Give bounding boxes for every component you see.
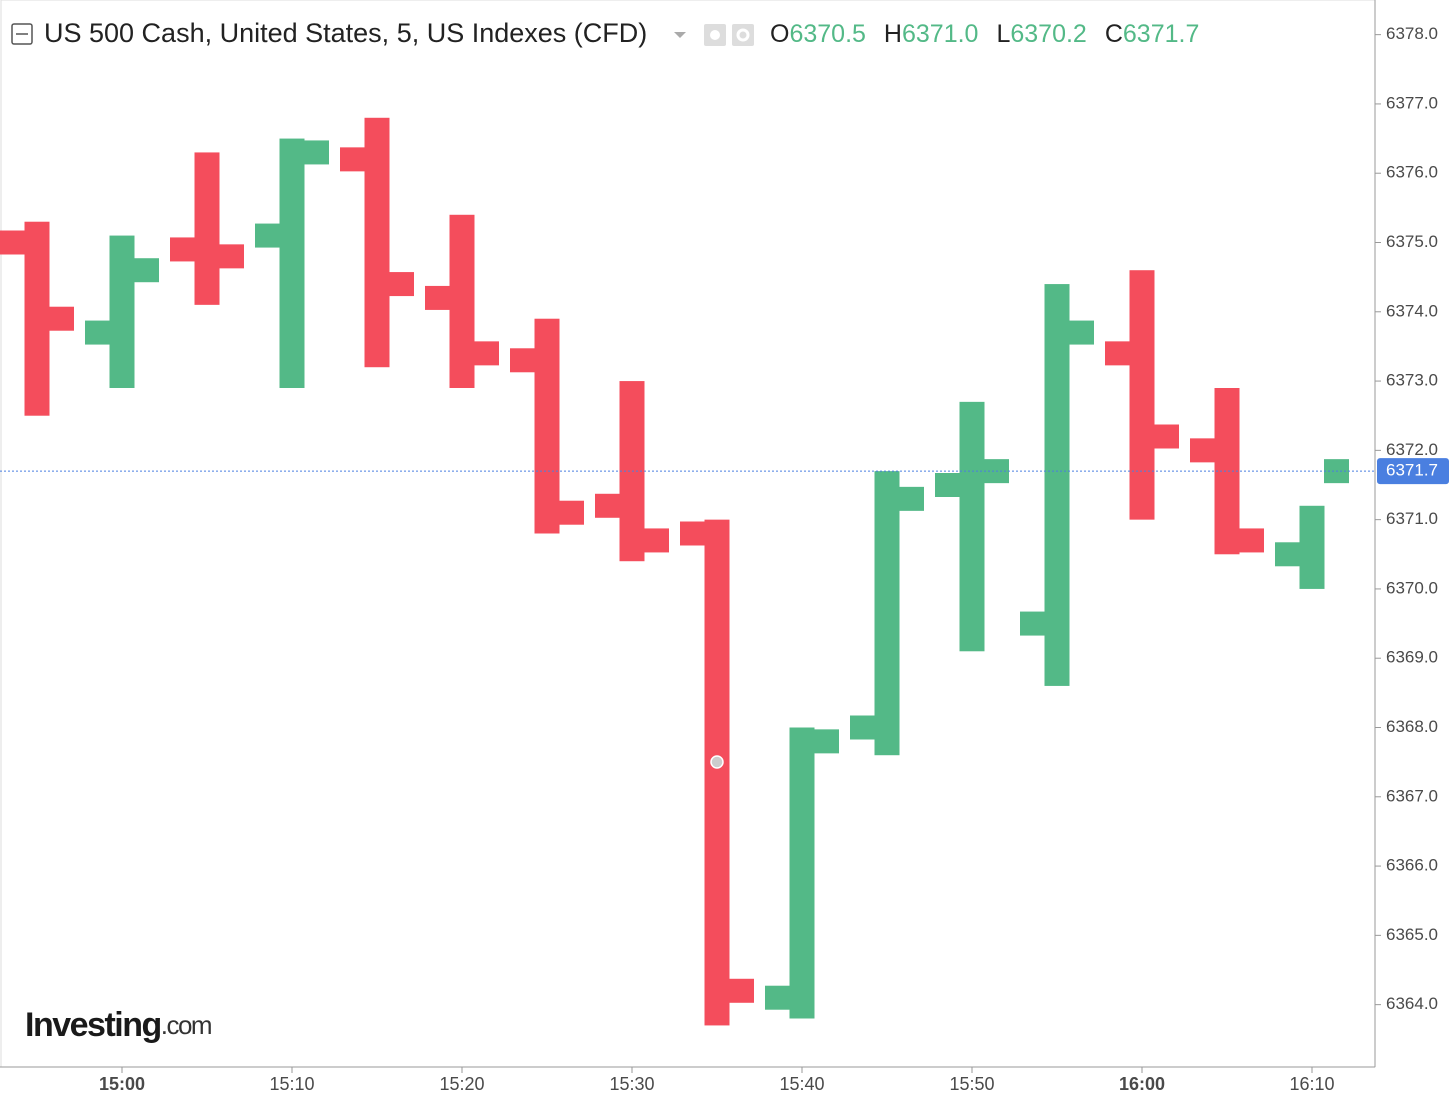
bar-stem — [24, 221, 50, 416]
dropdown-arrow[interactable] — [674, 32, 686, 38]
y-tick-label: 6377.0 — [1386, 93, 1438, 112]
bar-open — [340, 147, 365, 172]
bar-stem — [1299, 505, 1325, 589]
bar-stem — [1214, 388, 1240, 555]
bar-open — [510, 348, 535, 373]
y-tick-label: 6365.0 — [1386, 925, 1438, 944]
bar-open — [1105, 341, 1130, 366]
bar-close — [304, 140, 329, 165]
y-tick-label: 6375.0 — [1386, 232, 1438, 251]
y-tick-label: 6369.0 — [1386, 648, 1438, 667]
x-tick-label: 15:30 — [609, 1074, 654, 1094]
bar-stem — [194, 152, 220, 305]
bar-stem — [704, 519, 730, 1026]
bar-stem — [364, 117, 390, 368]
bar-close — [729, 978, 754, 1003]
bar-close — [899, 486, 924, 511]
bar-open — [170, 237, 195, 262]
bar-stem — [449, 214, 475, 388]
ohlc-label: C — [1105, 20, 1123, 48]
y-tick-label: 6374.0 — [1386, 301, 1438, 320]
bar-close — [474, 341, 499, 366]
y-tick-label: 6367.0 — [1386, 786, 1438, 805]
eye-icon — [710, 30, 720, 40]
bar-open — [1190, 438, 1215, 463]
bar-close — [814, 729, 839, 754]
watermark-brand: Investing — [25, 1006, 161, 1044]
bar-open — [255, 223, 280, 248]
y-tick-label: 6376.0 — [1386, 163, 1438, 182]
gear-icon — [736, 28, 750, 42]
bar-close — [219, 244, 244, 269]
ohlc-readout: O6370.5 H6371.0 L6370.2 C6371.7 — [770, 20, 1199, 48]
bar-close — [559, 500, 584, 525]
bar-close — [644, 528, 669, 553]
y-tick-label: 6368.0 — [1386, 717, 1438, 736]
bar-close — [1069, 320, 1094, 345]
bar-stem — [789, 727, 815, 1019]
x-tick-label: 16:10 — [1289, 1074, 1334, 1094]
bar-stem — [874, 471, 900, 756]
y-tick-label: 6378.0 — [1386, 24, 1438, 43]
ohlc-label: O — [770, 20, 789, 48]
bar-open — [935, 473, 960, 497]
bar-close — [1154, 424, 1179, 449]
cursor-dot — [710, 755, 724, 769]
bar-stem — [279, 138, 305, 388]
x-tick-label: 16:00 — [1119, 1074, 1165, 1094]
ohlc-label: L — [996, 20, 1010, 48]
last-price-label: 6371.7 — [1386, 461, 1438, 480]
y-tick-label: 6371.0 — [1386, 509, 1438, 528]
bar-stem — [959, 401, 985, 652]
ohlc-label: H — [884, 20, 902, 48]
chart-title: US 500 Cash, United States, 5, US Indexe… — [44, 18, 647, 48]
bar-open — [1275, 542, 1300, 567]
x-tick-label: 15:00 — [99, 1074, 145, 1094]
bar-stem — [1044, 284, 1070, 686]
x-tick-label: 15:20 — [439, 1074, 484, 1094]
bar-stem — [109, 235, 135, 388]
bar-open — [765, 985, 790, 1010]
bar-open — [850, 715, 875, 740]
bar-open — [1020, 611, 1045, 636]
y-tick-label: 6366.0 — [1386, 856, 1438, 875]
y-tick-label: 6373.0 — [1386, 371, 1438, 390]
watermark: Investing.com — [25, 1006, 211, 1044]
ohlc-value: 6370.5 — [789, 20, 865, 48]
y-tick-label: 6370.0 — [1386, 578, 1438, 597]
bar-open — [0, 230, 25, 255]
ohlc-value: 6371.7 — [1123, 20, 1199, 48]
x-tick-label: 15:50 — [949, 1074, 994, 1094]
last-price-box — [1377, 458, 1449, 485]
x-tick-label: 15:10 — [269, 1074, 314, 1094]
ohlc-field: H6371.0 — [884, 20, 979, 48]
x-tick-label: 15:40 — [779, 1074, 824, 1094]
ohlc-field: O6370.5 — [770, 20, 866, 48]
settings-button[interactable] — [732, 24, 754, 46]
bar-close — [389, 272, 414, 297]
ohlc-value: 6371.0 — [902, 20, 978, 48]
ohlc-value: 6370.2 — [1010, 20, 1086, 48]
ohlc-field: L6370.2 — [996, 20, 1086, 48]
bar-close — [49, 306, 74, 331]
bar-stem — [1129, 270, 1155, 520]
bar-close — [134, 258, 159, 283]
bar-close — [1239, 528, 1264, 553]
y-tick-label: 6364.0 — [1386, 994, 1438, 1013]
bar-open — [595, 493, 620, 518]
bar-open — [425, 285, 450, 310]
bar-open — [680, 521, 705, 546]
watermark-suffix: .com — [161, 1010, 211, 1040]
y-tick-label: 6372.0 — [1386, 440, 1438, 459]
bar-stem — [534, 318, 560, 534]
ohlc-field: C6371.7 — [1105, 20, 1200, 48]
bar-open — [85, 320, 110, 345]
